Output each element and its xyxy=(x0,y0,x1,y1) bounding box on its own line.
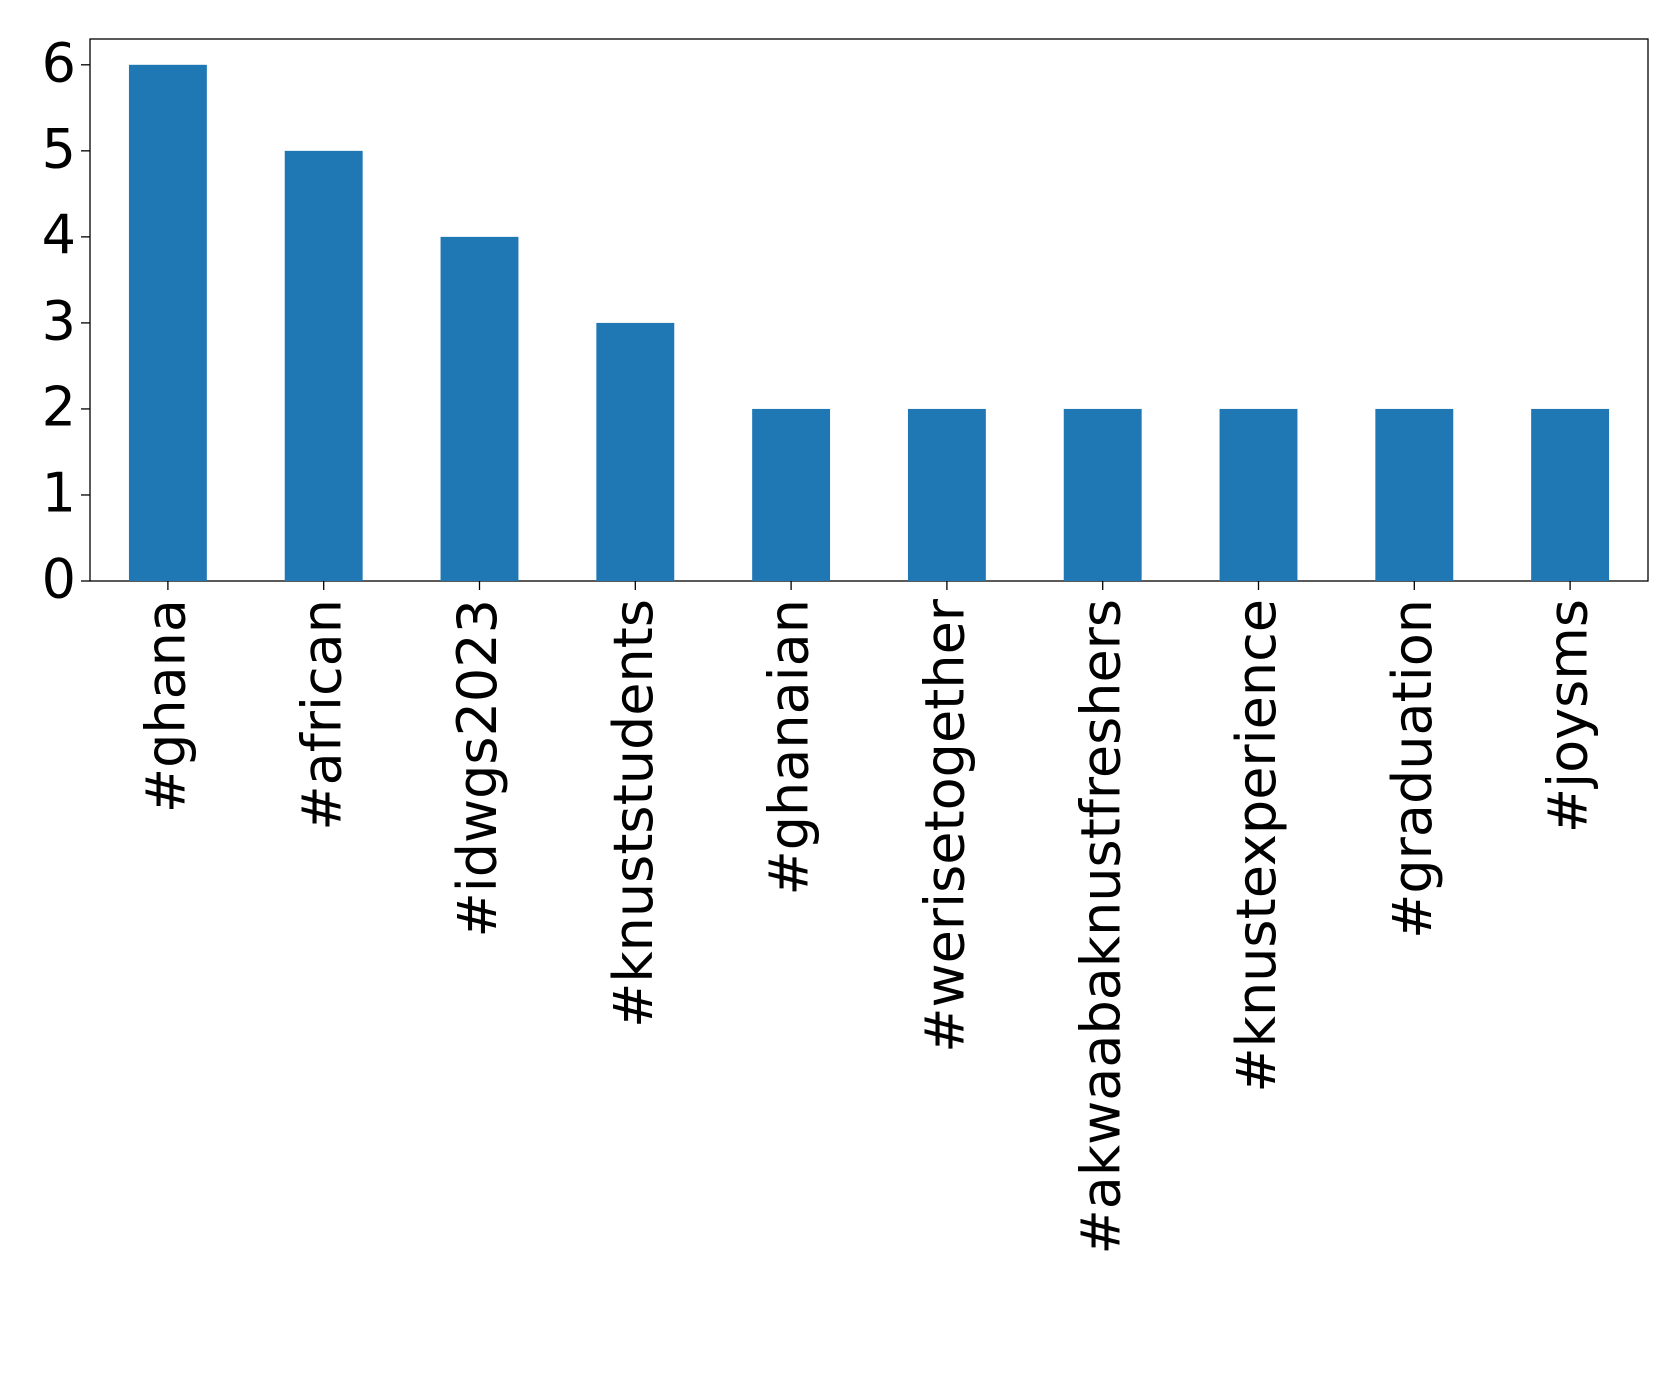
x-tick-label: #knustexperience xyxy=(1225,599,1288,1093)
y-tick-label: 4 xyxy=(42,204,76,267)
bar xyxy=(1375,408,1454,581)
bar xyxy=(596,322,675,581)
x-tick-label: #akwaabaknustfreshers xyxy=(1069,599,1132,1255)
bar xyxy=(128,64,207,582)
y-tick-label: 6 xyxy=(42,31,76,94)
y-tick-label: 3 xyxy=(42,290,76,353)
bar xyxy=(284,150,363,582)
x-tick-label: #werisetogether xyxy=(914,598,977,1053)
bar xyxy=(907,408,986,581)
bar xyxy=(752,408,831,581)
y-tick-label: 0 xyxy=(42,548,76,611)
x-tick-label: #knuststudents xyxy=(602,599,665,1028)
y-tick-label: 1 xyxy=(42,462,76,525)
x-tick-label: #idwgs2023 xyxy=(446,599,509,938)
y-tick-label: 5 xyxy=(42,117,76,180)
x-tick-label: #african xyxy=(290,599,353,831)
x-tick-label: #ghanaian xyxy=(758,599,821,895)
plot-frame xyxy=(89,38,1649,582)
x-tick-label: #ghana xyxy=(135,599,198,813)
y-tick-label: 2 xyxy=(42,376,76,439)
x-tick-label: #graduation xyxy=(1381,599,1444,939)
bar xyxy=(440,236,519,581)
x-tick-label: #joysms xyxy=(1537,599,1600,833)
bar xyxy=(1063,408,1142,581)
bar xyxy=(1219,408,1298,581)
bar xyxy=(1531,408,1610,581)
